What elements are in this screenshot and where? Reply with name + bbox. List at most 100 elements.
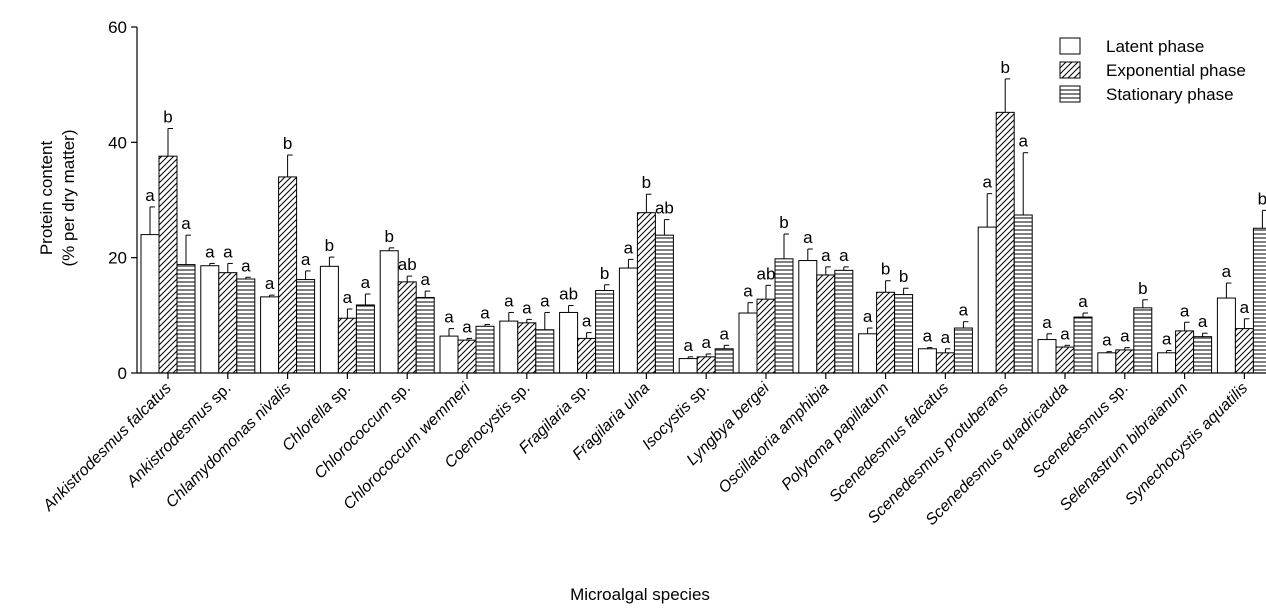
bar	[1175, 330, 1195, 374]
significance-letter: ab	[757, 264, 776, 283]
bar	[1013, 214, 1033, 374]
bar	[559, 311, 579, 374]
bar	[636, 212, 656, 374]
significance-letter: a	[624, 238, 634, 257]
bar	[935, 352, 955, 374]
significance-letter: a	[223, 242, 233, 261]
bar	[595, 290, 615, 374]
significance-letter: a	[923, 327, 933, 346]
x-tick-label: Scenedesmus falcatus	[826, 380, 952, 506]
significance-letter: a	[803, 228, 813, 247]
bar	[355, 304, 375, 374]
bar	[379, 250, 399, 374]
bar	[200, 265, 220, 374]
significance-letter: ab	[559, 285, 578, 304]
y-axis-label-line2: (% per dry matter)	[59, 130, 78, 267]
significance-letter: b	[779, 213, 788, 232]
x-tick-label: Ankistrodesmus sp.	[123, 380, 234, 491]
x-tick-label: Polytoma papillatum	[779, 380, 893, 494]
bar	[158, 155, 178, 374]
x-tick-label: Chlamydomonas nivalis	[163, 380, 294, 511]
bar	[1133, 307, 1153, 374]
significance-letter: a	[1162, 330, 1172, 349]
significance-letter: a	[1198, 312, 1208, 331]
bar	[834, 269, 854, 374]
bar	[140, 234, 160, 374]
bar	[457, 339, 477, 374]
legend: Latent phase Exponential phase Stationary …	[1059, 37, 1246, 104]
significance-letter: b	[1000, 58, 1009, 77]
bar	[1252, 227, 1266, 374]
bar	[397, 281, 417, 374]
bar	[995, 111, 1015, 374]
significance-letter: a	[361, 273, 371, 292]
significance-letter: a	[1180, 301, 1190, 320]
significance-letter: a	[1102, 331, 1112, 350]
x-tick-label: Oscillatoria amphibia	[716, 380, 833, 497]
bar	[816, 274, 836, 374]
bar	[977, 226, 997, 374]
bar	[236, 278, 256, 374]
bar	[1115, 349, 1135, 374]
bar	[798, 260, 818, 374]
significance-letter: a	[582, 312, 592, 331]
bar	[1193, 336, 1213, 374]
significance-letter: a	[145, 186, 155, 205]
significance-letter: a	[701, 333, 711, 352]
x-axis-label: Microalgal species	[570, 585, 710, 604]
legend-label: Exponential phase	[1106, 61, 1246, 80]
significance-letter: a	[1120, 327, 1130, 346]
significance-letter: a	[863, 307, 873, 326]
significance-letter: a	[1060, 324, 1070, 343]
significance-letter: b	[163, 107, 172, 126]
significance-letter: a	[1078, 292, 1088, 311]
significance-letter: a	[839, 246, 849, 265]
significance-letter: a	[462, 317, 472, 336]
y-tick-label: 0	[118, 364, 127, 383]
legend-swatch	[1059, 85, 1081, 103]
significance-letter: a	[444, 308, 454, 327]
significance-letter: a	[205, 242, 215, 261]
bar	[475, 325, 495, 374]
bar	[296, 279, 316, 374]
bar	[894, 294, 914, 374]
significance-letter: b	[1258, 189, 1266, 208]
legend-swatch	[1059, 61, 1081, 79]
significance-letter: a	[420, 270, 430, 289]
significance-letter: b	[881, 260, 890, 279]
bar	[577, 337, 597, 374]
bar	[953, 327, 973, 374]
legend-swatch	[1059, 37, 1081, 55]
significance-letter: b	[899, 267, 908, 286]
bar	[319, 265, 339, 374]
significance-letter: a	[821, 246, 831, 265]
bar	[1055, 346, 1075, 374]
bar	[618, 267, 638, 374]
significance-letter: b	[1138, 279, 1147, 298]
significance-letter: a	[982, 173, 992, 192]
y-tick-label: 20	[108, 249, 127, 268]
legend-label: Latent phase	[1106, 37, 1204, 56]
significance-letter: a	[683, 336, 693, 355]
significance-letter: ab	[655, 199, 674, 218]
significance-letter: a	[343, 288, 353, 307]
significance-letter: b	[600, 264, 609, 283]
significance-letter: a	[941, 328, 951, 347]
significance-letter: a	[1240, 298, 1250, 317]
bar	[917, 348, 937, 374]
bar	[517, 322, 537, 374]
bar	[738, 312, 758, 374]
bar	[499, 320, 519, 374]
bar	[696, 356, 716, 374]
bar	[337, 317, 357, 374]
bar	[678, 358, 698, 374]
significance-letter: a	[301, 250, 311, 269]
bar	[1097, 352, 1117, 374]
y-tick-label: 40	[108, 133, 127, 152]
significance-letter: b	[384, 227, 393, 246]
significance-letter: b	[642, 173, 651, 192]
bar	[535, 329, 555, 374]
bar	[876, 291, 896, 374]
x-tick-label: Synechocystis aquatilis	[1122, 380, 1251, 509]
